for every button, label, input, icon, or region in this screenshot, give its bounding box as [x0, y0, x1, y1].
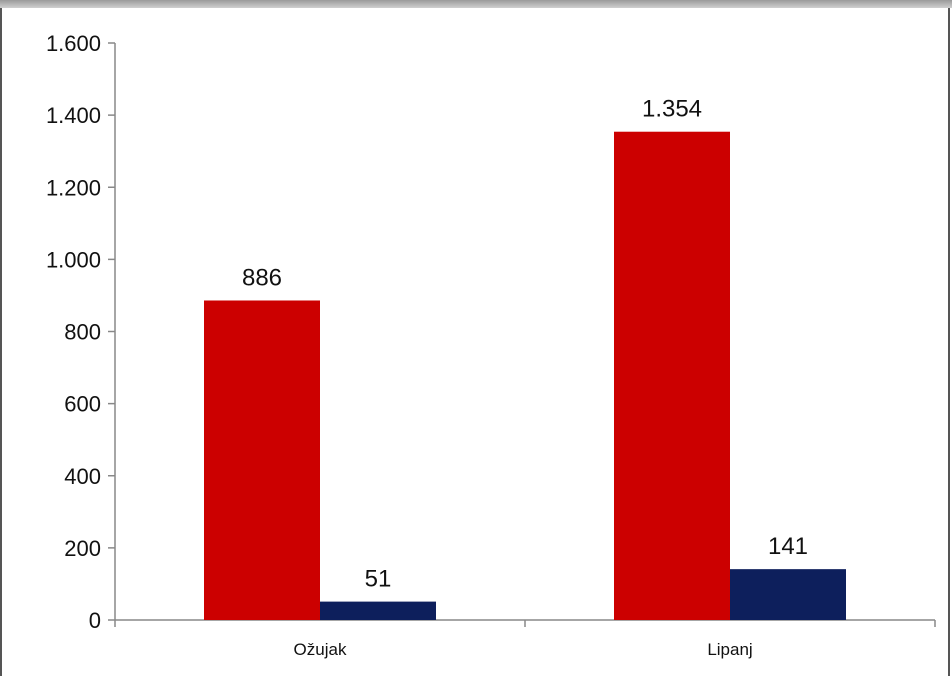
data-label: 886 [242, 264, 282, 291]
bar [320, 601, 436, 620]
chart-area [0, 8, 950, 676]
x-category-label: Lipanj [707, 640, 752, 659]
bar [204, 300, 320, 620]
axes: 0 200 400 600 800 1.000 1.200 1.400 1.600 Ožujak L… [46, 31, 936, 659]
bar [614, 131, 730, 620]
y-tick-label: 0 [89, 608, 101, 633]
y-tick-label: 1.400 [46, 103, 101, 128]
bars [204, 131, 846, 620]
window-top-bar [0, 0, 952, 8]
data-label: 1.354 [642, 96, 702, 123]
y-tick-label: 600 [64, 392, 101, 417]
data-label: 51 [365, 566, 392, 593]
bar [730, 569, 846, 620]
y-tick-label: 1.200 [46, 175, 101, 200]
y-tick-label: 400 [64, 464, 101, 489]
y-tick-label: 200 [64, 536, 101, 561]
data-label: 141 [768, 533, 808, 560]
data-labels: 886 51 1.354 141 [242, 96, 808, 593]
y-tick-label: 1.000 [46, 247, 101, 272]
x-category-label: Ožujak [294, 640, 347, 659]
y-tick-label: 1.600 [46, 31, 101, 56]
y-tick-label: 800 [64, 320, 101, 345]
